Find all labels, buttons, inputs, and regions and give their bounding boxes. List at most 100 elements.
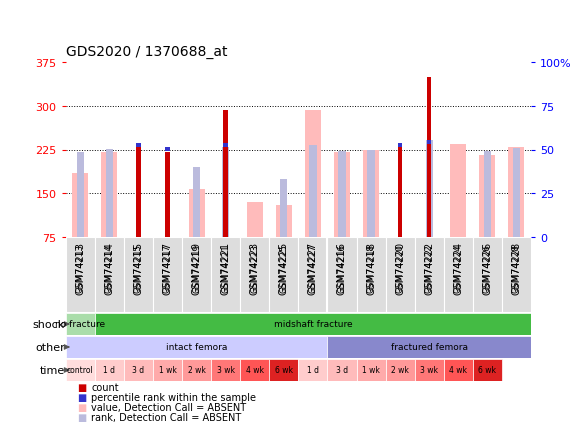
Text: count: count bbox=[91, 382, 119, 392]
Bar bbox=[211, 359, 240, 381]
Text: 2 wk: 2 wk bbox=[188, 366, 206, 375]
Bar bbox=[298, 359, 327, 381]
Bar bbox=[327, 237, 356, 312]
Bar bbox=[427, 141, 432, 145]
Text: 1 d: 1 d bbox=[307, 366, 319, 375]
Text: 2 wk: 2 wk bbox=[391, 366, 409, 375]
Bar bbox=[247, 203, 263, 237]
Text: GSM74220: GSM74220 bbox=[395, 241, 405, 294]
Bar bbox=[223, 111, 228, 237]
Bar bbox=[298, 237, 327, 312]
Bar bbox=[182, 359, 211, 381]
Bar bbox=[367, 150, 375, 237]
Bar bbox=[270, 359, 298, 381]
Text: 1 wk: 1 wk bbox=[159, 366, 176, 375]
Text: ■: ■ bbox=[77, 392, 86, 402]
Text: GSM74227: GSM74227 bbox=[308, 243, 317, 292]
Text: 3 wk: 3 wk bbox=[420, 366, 438, 375]
Text: 3 d: 3 d bbox=[132, 366, 144, 375]
Text: shock: shock bbox=[33, 319, 65, 329]
Bar bbox=[136, 144, 140, 148]
Text: GSM74218: GSM74218 bbox=[367, 243, 376, 293]
Text: 6 wk: 6 wk bbox=[478, 366, 496, 375]
Text: GSM74224: GSM74224 bbox=[454, 243, 463, 292]
Bar bbox=[473, 359, 502, 381]
Bar bbox=[66, 336, 327, 358]
Bar bbox=[280, 179, 287, 237]
Bar bbox=[385, 359, 415, 381]
Bar bbox=[270, 237, 298, 312]
Text: GSM74213: GSM74213 bbox=[75, 241, 85, 294]
Bar bbox=[513, 148, 520, 237]
Bar bbox=[95, 237, 124, 312]
Text: 6 wk: 6 wk bbox=[275, 366, 293, 375]
Text: GSM74222: GSM74222 bbox=[425, 243, 434, 292]
Bar bbox=[398, 144, 403, 148]
Bar bbox=[444, 237, 473, 312]
Text: GSM74223: GSM74223 bbox=[250, 243, 259, 292]
Text: 4 wk: 4 wk bbox=[449, 366, 467, 375]
Text: value, Detection Call = ABSENT: value, Detection Call = ABSENT bbox=[91, 402, 247, 412]
Bar bbox=[240, 237, 270, 312]
Text: GSM74215: GSM74215 bbox=[134, 243, 143, 293]
Bar bbox=[136, 146, 140, 237]
Text: control: control bbox=[67, 366, 94, 375]
Bar bbox=[77, 153, 84, 237]
Bar bbox=[327, 336, 531, 358]
Bar bbox=[309, 146, 316, 237]
Bar bbox=[334, 153, 350, 237]
Bar bbox=[484, 152, 491, 237]
Bar bbox=[480, 156, 496, 237]
Bar bbox=[165, 148, 170, 151]
Text: GSM74217: GSM74217 bbox=[163, 241, 172, 294]
Bar bbox=[66, 237, 95, 312]
Text: ■: ■ bbox=[77, 412, 86, 422]
Text: GSM74216: GSM74216 bbox=[337, 241, 347, 294]
Text: ■: ■ bbox=[77, 402, 86, 412]
Text: GSM74221: GSM74221 bbox=[220, 241, 231, 294]
Text: percentile rank within the sample: percentile rank within the sample bbox=[91, 392, 256, 402]
Bar bbox=[211, 237, 240, 312]
Text: GSM74221: GSM74221 bbox=[221, 243, 230, 292]
Text: 3 wk: 3 wk bbox=[216, 366, 235, 375]
Bar bbox=[327, 359, 356, 381]
Bar bbox=[182, 237, 211, 312]
Bar bbox=[153, 237, 182, 312]
Text: GSM74227: GSM74227 bbox=[308, 241, 318, 294]
Bar bbox=[444, 359, 473, 381]
Text: GSM74224: GSM74224 bbox=[453, 241, 463, 294]
Text: midshaft fracture: midshaft fracture bbox=[274, 320, 352, 329]
Text: 1 wk: 1 wk bbox=[362, 366, 380, 375]
Bar bbox=[72, 174, 88, 237]
Bar bbox=[509, 147, 525, 237]
Bar bbox=[66, 313, 95, 335]
Text: GSM74225: GSM74225 bbox=[279, 243, 288, 292]
Text: GSM74213: GSM74213 bbox=[76, 243, 85, 293]
Text: GSM74222: GSM74222 bbox=[424, 241, 434, 294]
Bar bbox=[95, 359, 124, 381]
Text: ■: ■ bbox=[77, 382, 86, 392]
Text: time: time bbox=[40, 365, 65, 375]
Text: fractured femora: fractured femora bbox=[391, 343, 468, 352]
Bar bbox=[101, 153, 117, 237]
Bar bbox=[363, 150, 379, 237]
Text: rank, Detection Call = ABSENT: rank, Detection Call = ABSENT bbox=[91, 412, 242, 422]
Text: GSM74215: GSM74215 bbox=[134, 241, 143, 294]
Bar bbox=[305, 111, 321, 237]
Bar bbox=[193, 168, 200, 237]
Bar bbox=[356, 237, 385, 312]
Text: GSM74217: GSM74217 bbox=[163, 243, 172, 293]
Bar bbox=[240, 359, 270, 381]
Text: 3 d: 3 d bbox=[336, 366, 348, 375]
Bar bbox=[66, 359, 95, 381]
Text: GSM74226: GSM74226 bbox=[482, 241, 492, 294]
Text: GSM74228: GSM74228 bbox=[512, 241, 521, 294]
Bar bbox=[451, 145, 467, 237]
Bar bbox=[223, 144, 228, 148]
Bar bbox=[356, 359, 385, 381]
Text: no fracture: no fracture bbox=[55, 320, 105, 329]
Text: GSM74223: GSM74223 bbox=[250, 241, 260, 294]
Bar bbox=[165, 153, 170, 237]
Bar bbox=[124, 237, 153, 312]
Text: GSM74228: GSM74228 bbox=[512, 243, 521, 292]
